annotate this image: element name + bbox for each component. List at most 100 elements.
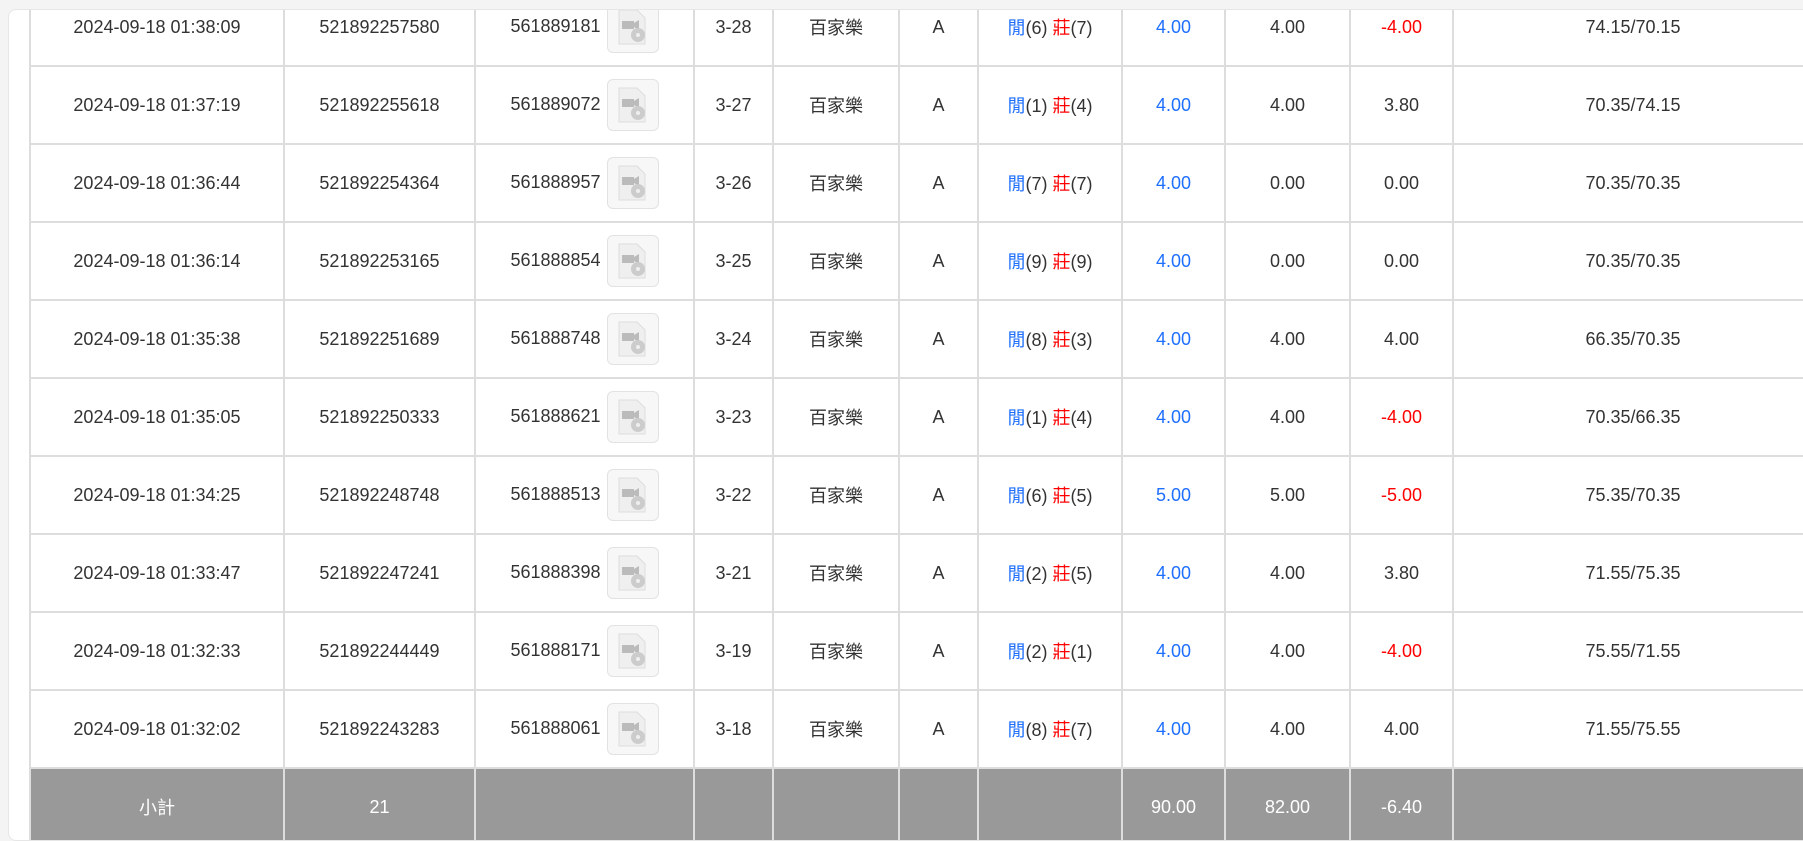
table-name: A (898, 143, 979, 223)
table-name: A (898, 611, 979, 691)
video-replay-icon[interactable] (606, 469, 659, 521)
table-row: 2024-09-18 01:37:19 521892255618 5618890… (29, 65, 1803, 145)
bet-time: 2024-09-18 01:38:09 (29, 10, 285, 67)
bet-time: 2024-09-18 01:32:33 (29, 611, 285, 691)
banker-label: 莊 (1052, 252, 1071, 272)
player-label: 閒 (1007, 330, 1026, 350)
player-label: 閒 (1007, 174, 1026, 194)
video-replay-icon[interactable] (606, 313, 659, 365)
video-replay-icon[interactable] (606, 79, 659, 131)
table-name: A (898, 455, 979, 535)
bet-time: 2024-09-18 01:32:02 (29, 689, 285, 769)
player-points: (6) (1025, 18, 1048, 38)
valid-bet: 4.00 (1224, 611, 1351, 691)
video-replay-icon[interactable] (606, 235, 659, 287)
banker-label: 莊 (1052, 408, 1071, 428)
video-replay-icon[interactable] (606, 157, 659, 209)
banker-points: (5) (1070, 564, 1093, 584)
banker-points: (5) (1070, 486, 1093, 506)
win-loss: 3.80 (1349, 533, 1454, 613)
valid-bet: 0.00 (1224, 221, 1351, 301)
balance: 71.55/75.55 (1452, 689, 1803, 769)
video-replay-icon[interactable] (606, 703, 659, 755)
shoe-round: 3-18 (693, 689, 774, 769)
bet-id: 521892243283 (283, 689, 476, 769)
player-label: 閒 (1007, 564, 1026, 584)
player-label: 閒 (1007, 408, 1026, 428)
table-name: A (898, 299, 979, 379)
records-panel: 2024-09-18 01:38:09 521892257580 5618891… (8, 9, 1803, 841)
player-label: 閒 (1007, 486, 1026, 506)
shoe-round: 3-23 (693, 377, 774, 457)
banker-points: (4) (1070, 408, 1093, 428)
video-replay-icon[interactable] (606, 10, 659, 53)
result: 閒(2) 莊(5) (977, 533, 1123, 613)
banker-label: 莊 (1052, 564, 1071, 584)
table-row: 2024-09-18 01:38:09 521892257580 5618891… (29, 10, 1803, 67)
bet-time: 2024-09-18 01:37:19 (29, 65, 285, 145)
bet-time: 2024-09-18 01:33:47 (29, 533, 285, 613)
shoe-round: 3-22 (693, 455, 774, 535)
player-points: (9) (1025, 252, 1048, 272)
round-cell: 561889181 (474, 10, 695, 67)
win-loss: 0.00 (1349, 143, 1454, 223)
balance: 70.35/70.35 (1452, 221, 1803, 301)
round-cell: 561889072 (474, 65, 695, 145)
round-id: 561888621 (510, 405, 601, 426)
round-id: 561888398 (510, 561, 601, 582)
table-row: 2024-09-18 01:36:14 521892253165 5618888… (29, 221, 1803, 301)
bet-time: 2024-09-18 01:36:14 (29, 221, 285, 301)
round-id: 561889072 (510, 93, 601, 114)
round-id: 561888748 (510, 327, 601, 348)
round-id: 561888061 (510, 717, 601, 738)
subtotal-bet: 90.00 (1121, 767, 1226, 840)
video-replay-icon[interactable] (606, 547, 659, 599)
win-loss: -4.00 (1349, 377, 1454, 457)
player-label: 閒 (1007, 642, 1026, 662)
bet-records-table: 2024-09-18 01:38:09 521892257580 5618891… (29, 10, 1803, 840)
win-loss: -4.00 (1349, 611, 1454, 691)
win-loss: 4.00 (1349, 299, 1454, 379)
win-loss: 0.00 (1349, 221, 1454, 301)
valid-bet: 0.00 (1224, 143, 1351, 223)
result: 閒(9) 莊(9) (977, 221, 1123, 301)
balance: 75.55/71.55 (1452, 611, 1803, 691)
player-label: 閒 (1007, 720, 1026, 740)
round-id: 561888171 (510, 639, 601, 660)
bet-amount: 4.00 (1121, 377, 1226, 457)
bet-id: 521892248748 (283, 455, 476, 535)
valid-bet: 4.00 (1224, 533, 1351, 613)
result: 閒(6) 莊(7) (977, 10, 1123, 67)
win-loss: 3.80 (1349, 65, 1454, 145)
banker-points: (1) (1070, 642, 1093, 662)
round-id: 561888957 (510, 171, 601, 192)
banker-label: 莊 (1052, 642, 1071, 662)
banker-points: (7) (1070, 720, 1093, 740)
bet-id: 521892253165 (283, 221, 476, 301)
table-name: A (898, 65, 979, 145)
round-cell: 561888748 (474, 299, 695, 379)
valid-bet: 4.00 (1224, 377, 1351, 457)
table-row: 2024-09-18 01:33:47 521892247241 5618883… (29, 533, 1803, 613)
video-replay-icon[interactable] (606, 625, 659, 677)
subtotal-label: 小計 (29, 767, 285, 840)
player-points: (6) (1025, 486, 1048, 506)
game-name: 百家樂 (772, 10, 900, 67)
shoe-round: 3-28 (693, 10, 774, 67)
subtotal-row: 小計 21 90.00 82.00 -6.40 (29, 767, 1803, 840)
banker-label: 莊 (1052, 174, 1071, 194)
bet-id: 521892244449 (283, 611, 476, 691)
banker-label: 莊 (1052, 330, 1071, 350)
player-label: 閒 (1007, 18, 1026, 38)
balance: 75.35/70.35 (1452, 455, 1803, 535)
round-id: 561888513 (510, 483, 601, 504)
banker-points: (3) (1070, 330, 1093, 350)
bet-amount: 4.00 (1121, 143, 1226, 223)
shoe-round: 3-27 (693, 65, 774, 145)
valid-bet: 4.00 (1224, 65, 1351, 145)
round-cell: 561888513 (474, 455, 695, 535)
banker-points: (9) (1070, 252, 1093, 272)
video-replay-icon[interactable] (606, 391, 659, 443)
game-name: 百家樂 (772, 143, 900, 223)
player-points: (2) (1025, 642, 1048, 662)
